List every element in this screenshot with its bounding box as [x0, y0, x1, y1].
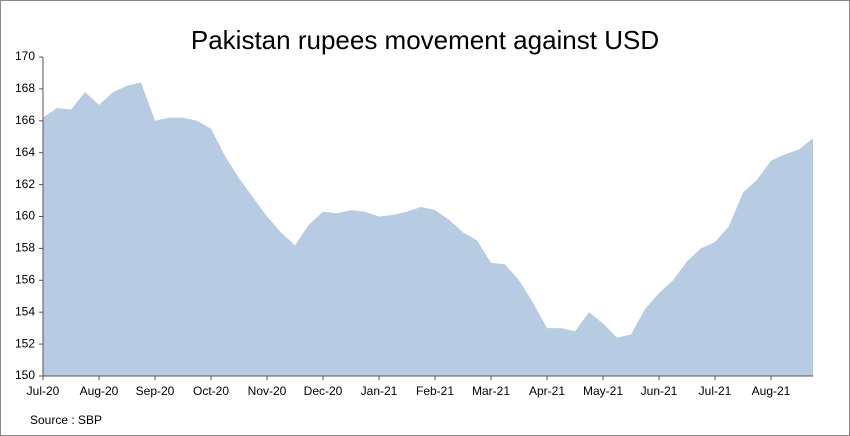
y-tick-label: 156 [15, 272, 35, 286]
source: Source : SBP [30, 413, 102, 427]
x-tick-label: Mar-21 [472, 384, 510, 398]
y-tick-label: 166 [15, 113, 35, 127]
y-tick-label: 170 [15, 49, 35, 63]
area [43, 82, 813, 376]
y-tick-label: 162 [15, 177, 35, 191]
y-tick-label: 154 [15, 304, 35, 318]
x-tick-label: Aug-21 [752, 384, 791, 398]
chart-title: Pakistan rupees movement against USD [191, 25, 659, 55]
x-tick-label: May-21 [583, 384, 623, 398]
y-tick-label: 150 [15, 368, 35, 382]
y-tick-label: 152 [15, 336, 35, 350]
x-tick-label: Sep-20 [136, 384, 175, 398]
x-tick-label: Jul-21 [699, 384, 732, 398]
x-tick-label: Jul-20 [27, 384, 60, 398]
x-tick-label: Aug-20 [80, 384, 119, 398]
x-tick-label: Jun-21 [641, 384, 678, 398]
x-tick-label: Jan-21 [361, 384, 398, 398]
x-tick-label: Apr-21 [529, 384, 565, 398]
y-tick-label: 160 [15, 209, 35, 223]
x-tick-label: Dec-20 [304, 384, 343, 398]
y-tick-label: 168 [15, 81, 35, 95]
x-tick-label: Nov-20 [248, 384, 287, 398]
x-tick-label: Feb-21 [416, 384, 454, 398]
x-tick-label: Oct-20 [193, 384, 229, 398]
y-tick-label: 158 [15, 241, 35, 255]
y-tick-label: 164 [15, 145, 35, 159]
